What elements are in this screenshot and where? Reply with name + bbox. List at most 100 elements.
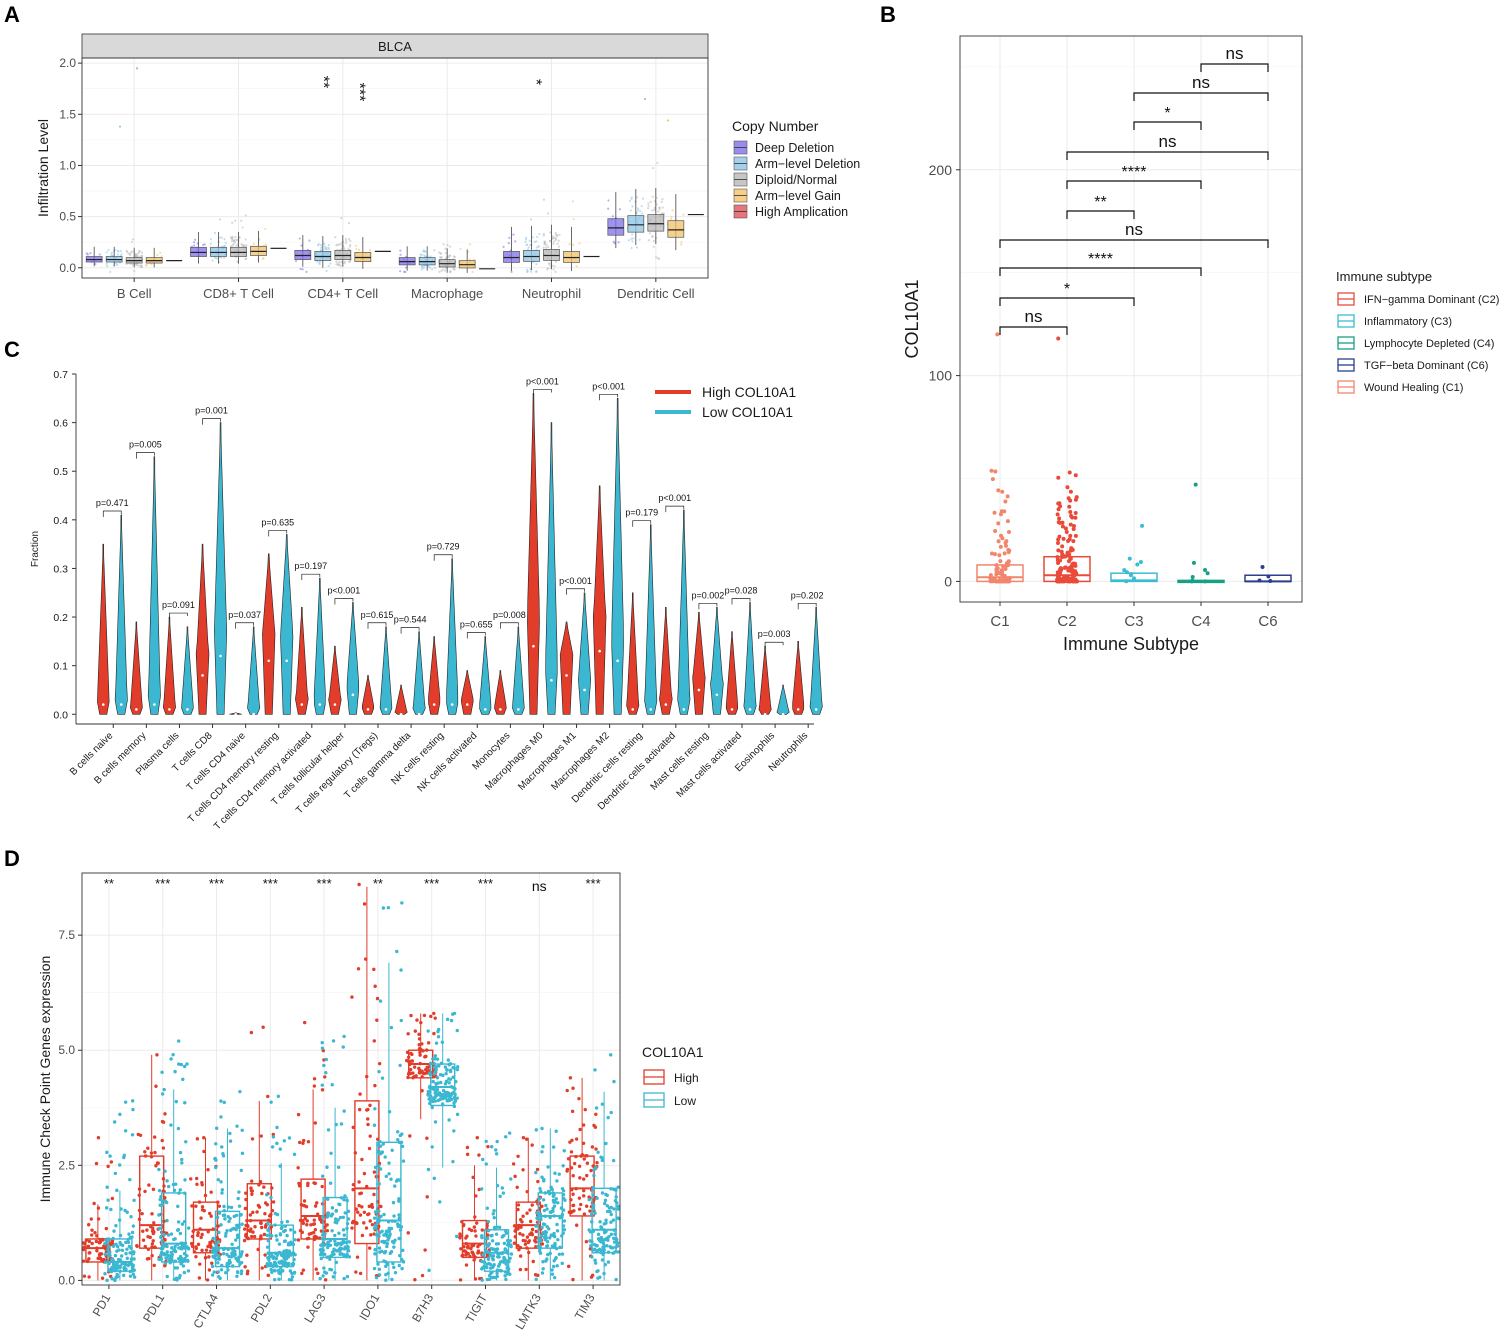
panel-d-data-point <box>472 1225 477 1229</box>
panel-d-data-point <box>325 1215 329 1219</box>
panel-d-data-point <box>512 1241 517 1245</box>
panel-a-data-point <box>109 270 112 273</box>
panel-c-pvalue-label: p=0.655 <box>460 620 493 630</box>
panel-d-data-point <box>412 1065 417 1069</box>
panel-d-data-point <box>577 1164 582 1169</box>
panel-d-box <box>354 1100 380 1245</box>
panel-d-data-point <box>87 1275 91 1279</box>
panel-d-data-point <box>437 1092 441 1097</box>
panel-d-data-point <box>505 1259 509 1263</box>
panel-a-data-point <box>658 208 661 211</box>
panel-b-data-point <box>1066 539 1071 544</box>
panel-d-data-point <box>132 1198 136 1202</box>
panel-a-data-point <box>655 256 658 259</box>
panel-d-data-point <box>178 1150 183 1155</box>
panel-d-data-point <box>385 1244 389 1249</box>
panel-d-data-point <box>301 1138 306 1143</box>
panel-d-data-point <box>276 1268 281 1273</box>
panel-c-violin <box>559 621 574 715</box>
panel-d-data-point <box>548 1236 552 1240</box>
panel-d-data-point <box>612 1079 616 1084</box>
panel-a-data-point <box>244 257 247 261</box>
panel-d-data-point <box>581 1123 586 1127</box>
panel-c-violin-median <box>119 703 123 706</box>
panel-a-data-point <box>657 257 661 260</box>
panel-d-data-point <box>163 1112 167 1116</box>
panel-a-data-point <box>537 245 540 248</box>
panel-a-data-point <box>607 199 610 202</box>
panel-d-data-point <box>581 1194 586 1198</box>
panel-d-data-point <box>464 1263 469 1267</box>
panel-a-data-point <box>543 243 546 246</box>
panel-d-data-point <box>526 1240 530 1245</box>
panel-d-data-point <box>391 1200 396 1205</box>
panel-c-violin <box>195 543 210 715</box>
panel-d-data-point <box>112 1229 116 1233</box>
panel-d-data-point <box>323 1232 327 1236</box>
panel-d-significance: *** <box>317 876 332 891</box>
panel-d-data-point <box>330 1229 334 1233</box>
panel-b-y-tick-label: 200 <box>929 162 953 178</box>
panel-d-data-point <box>385 1241 390 1246</box>
panel-d-data-point <box>345 1274 350 1279</box>
panel-d-data-point <box>266 1273 270 1278</box>
panel-d-data-point <box>434 1082 438 1086</box>
panel-d-data-point <box>318 1216 322 1220</box>
panel-d-data-point <box>372 1216 377 1220</box>
panel-d-data-point <box>157 1226 162 1231</box>
panel-a-data-point <box>552 240 555 243</box>
panel-b-data-point <box>998 533 1003 538</box>
panel-c-violin <box>677 509 691 715</box>
panel-d-data-point <box>130 1099 135 1103</box>
panel-d-data-point <box>397 1263 401 1268</box>
panel-d-data-point <box>81 1259 86 1263</box>
panel-b-significance-label: ns <box>1159 132 1177 151</box>
panel-a-data-point <box>531 236 534 239</box>
panel-a-data-point <box>641 197 645 200</box>
panel-c-pvalue-bracket <box>235 622 254 629</box>
panel-b-significance-label: ns <box>1025 307 1043 326</box>
panel-d-data-point <box>100 1276 105 1280</box>
panel-d-data-point <box>444 1079 449 1084</box>
panel-d-data-point <box>388 1232 392 1236</box>
panel-c-y-tick-label: 0.0 <box>53 709 68 721</box>
panel-b-data-point <box>1122 568 1127 573</box>
panel-d-data-point <box>230 1227 235 1231</box>
panel-d-data-point <box>181 1077 185 1082</box>
panel-c-violin-median <box>796 708 800 711</box>
panel-d-data-point <box>565 1088 569 1093</box>
panel-d-data-point <box>540 1150 544 1154</box>
panel-d-data-point <box>488 1266 493 1270</box>
panel-d-data-point <box>594 1249 598 1253</box>
panel-a-data-point <box>529 218 533 221</box>
panel-d-data-point <box>125 1210 129 1214</box>
panel-d-data-point <box>181 1264 186 1268</box>
panel-d-data-point <box>325 1165 329 1169</box>
panel-d-data-point <box>401 1248 405 1253</box>
panel-d-data-point <box>534 1170 538 1175</box>
panel-d-data-point <box>114 1242 118 1246</box>
panel-d-data-point <box>235 1274 239 1278</box>
panel-d-data-point <box>439 1080 443 1085</box>
panel-d-data-point <box>208 1241 213 1245</box>
panel-d-data-point <box>249 1186 253 1190</box>
panel-d-data-point <box>408 1067 413 1072</box>
panel-d-data-point <box>335 1242 339 1247</box>
panel-c-violin-median <box>814 708 818 711</box>
panel-d-data-point <box>486 1257 491 1261</box>
panel-d-data-point <box>296 1112 301 1117</box>
panel-d-significance: *** <box>586 876 601 891</box>
panel-d-data-point <box>235 1124 239 1128</box>
panel-d-data-point <box>200 1205 205 1209</box>
panel-c-violin <box>114 514 128 715</box>
panel-d-data-point <box>86 1223 91 1227</box>
panel-d-data-point <box>386 905 391 910</box>
panel-d-data-point <box>357 1107 362 1112</box>
panel-d-data-point <box>554 1255 558 1260</box>
panel-d-data-point <box>599 1238 603 1242</box>
panel-d-data-point <box>145 1228 149 1232</box>
panel-b-data-point <box>994 568 999 573</box>
panel-d-data-point <box>515 1185 519 1189</box>
panel-d-data-point <box>577 1207 582 1211</box>
panel-d-data-point <box>160 1092 165 1096</box>
